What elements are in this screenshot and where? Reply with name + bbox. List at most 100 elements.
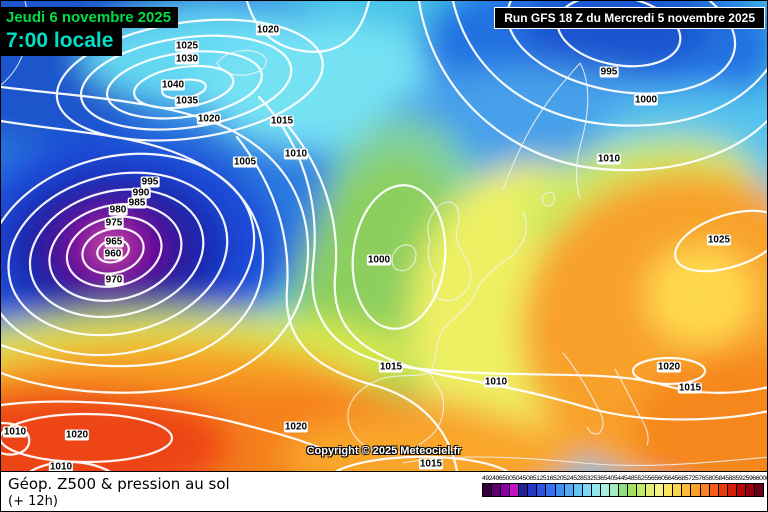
pressure-label: 1025 xyxy=(706,234,732,246)
scale-value: 508 xyxy=(522,475,534,482)
scale-value: 516 xyxy=(542,475,554,482)
scale-cell xyxy=(609,484,619,496)
pressure-label: 1010 xyxy=(2,426,28,438)
scale-cell xyxy=(709,484,719,496)
scale-value: 544 xyxy=(613,475,625,482)
pressure-label: 1035 xyxy=(174,95,200,107)
forecast-local-time: 7:00 locale xyxy=(1,28,123,56)
pressure-label: 960 xyxy=(103,248,123,260)
scale-value: 500 xyxy=(502,475,513,482)
forecast-date: Jeudi 6 novembre 2025 xyxy=(1,7,179,28)
scale-cell xyxy=(564,484,574,496)
pressure-label: 1020 xyxy=(656,361,682,373)
scale-cell xyxy=(546,484,556,496)
pressure-label: 1010 xyxy=(596,153,622,165)
pressure-label: 995 xyxy=(599,66,619,78)
pressure-label: 1030 xyxy=(174,53,200,65)
scale-value: 552 xyxy=(634,475,645,482)
color-scale: 492 496 500 504 508 512 516 520 524 528 532 536 540 5… xyxy=(482,475,767,497)
scale-cell xyxy=(655,484,665,496)
pressure-label: 1010 xyxy=(283,148,309,160)
scale-value: 512 xyxy=(532,475,544,482)
scale-value: 504 xyxy=(512,475,523,482)
scale-value: 556 xyxy=(644,475,655,482)
scale-cell xyxy=(628,484,638,496)
pressure-label: 1025 xyxy=(174,40,200,52)
pressure-label: 995 xyxy=(140,176,160,188)
scale-cell xyxy=(537,484,547,496)
scale-value: 600 xyxy=(755,475,767,482)
scale-cell xyxy=(727,484,737,496)
scale-cell xyxy=(492,484,502,496)
isobar-contours xyxy=(1,1,767,471)
scale-cell xyxy=(519,484,529,496)
scale-cell xyxy=(664,484,674,496)
scale-cell xyxy=(582,484,592,496)
scale-value: 496 xyxy=(492,475,503,482)
scale-value: 524 xyxy=(563,475,574,482)
scale-value: 604 xyxy=(766,475,767,482)
scale-cell xyxy=(555,484,565,496)
scale-cell xyxy=(718,484,728,496)
scale-cell xyxy=(673,484,683,496)
scale-value: 560 xyxy=(654,475,665,482)
scale-value: 572 xyxy=(684,475,696,482)
map-title: Géop. Z500 & pression au sol xyxy=(8,475,230,493)
footer-bar: Géop. Z500 & pression au sol (+ 12h) 492… xyxy=(1,471,767,511)
pressure-label: 970 xyxy=(104,274,124,286)
scale-cell xyxy=(591,484,601,496)
color-scale-bar xyxy=(482,483,764,497)
scale-cell xyxy=(691,484,701,496)
scale-value: 568 xyxy=(674,475,686,482)
pressure-labels-layer: 1020 1025 1030 1040 1035 1020 1015 1010 1005 995 9… xyxy=(1,1,767,471)
scale-cell xyxy=(600,484,610,496)
copyright-text: Copyright © 2025 Meteociel.fr xyxy=(306,445,462,457)
scale-cell xyxy=(646,484,656,496)
scale-value: 584 xyxy=(715,475,726,482)
pressure-label: 1015 xyxy=(378,361,404,373)
scale-value: 592 xyxy=(735,475,747,482)
date-box: Jeudi 6 novembre 2025 7:00 locale xyxy=(1,7,179,56)
pressure-label: 1020 xyxy=(255,24,281,36)
pressure-label: 1020 xyxy=(196,113,222,125)
coastlines xyxy=(1,1,767,467)
run-info-text: Run GFS 18 Z du Mercredi 5 novembre 2025 xyxy=(504,11,755,25)
pressure-label: 1020 xyxy=(64,429,90,441)
scale-cell xyxy=(618,484,628,496)
scale-value: 548 xyxy=(623,475,635,482)
pressure-label: 1010 xyxy=(48,461,74,471)
pressure-label: 1020 xyxy=(283,421,309,433)
scale-cell xyxy=(682,484,692,496)
pressure-label: 1015 xyxy=(418,458,444,470)
scale-cell xyxy=(528,484,538,496)
scale-cell xyxy=(637,484,647,496)
pressure-label: 985 xyxy=(127,197,147,209)
scale-value: 492 xyxy=(482,475,493,482)
pressure-label: 1000 xyxy=(366,254,392,266)
scale-value: 576 xyxy=(694,475,706,482)
scale-cell xyxy=(573,484,583,496)
pressure-label: 990 xyxy=(131,187,151,199)
scale-value: 540 xyxy=(603,475,615,482)
scale-value: 564 xyxy=(664,475,676,482)
scale-cell xyxy=(510,484,520,496)
scale-cell xyxy=(483,484,493,496)
pressure-label: 965 xyxy=(104,236,124,248)
lead-time: (+ 12h) xyxy=(8,494,58,509)
scale-value: 528 xyxy=(573,475,584,482)
scale-cell xyxy=(754,484,763,496)
scale-value: 596 xyxy=(745,475,757,482)
pressure-label: 1040 xyxy=(160,79,186,91)
pressure-label: 1000 xyxy=(633,94,659,106)
weather-map[interactable]: 1020 1025 1030 1040 1035 1020 1015 1010 1005 995 9… xyxy=(1,1,767,471)
scale-value: 520 xyxy=(552,475,564,482)
scale-cell xyxy=(700,484,710,496)
pressure-label: 1015 xyxy=(269,115,295,127)
run-info-box: Run GFS 18 Z du Mercredi 5 novembre 2025 xyxy=(494,7,765,29)
scale-cell xyxy=(745,484,755,496)
scale-value: 580 xyxy=(705,475,716,482)
scale-value: 532 xyxy=(583,475,594,482)
scale-cell xyxy=(736,484,746,496)
pressure-label: 1005 xyxy=(232,156,258,168)
